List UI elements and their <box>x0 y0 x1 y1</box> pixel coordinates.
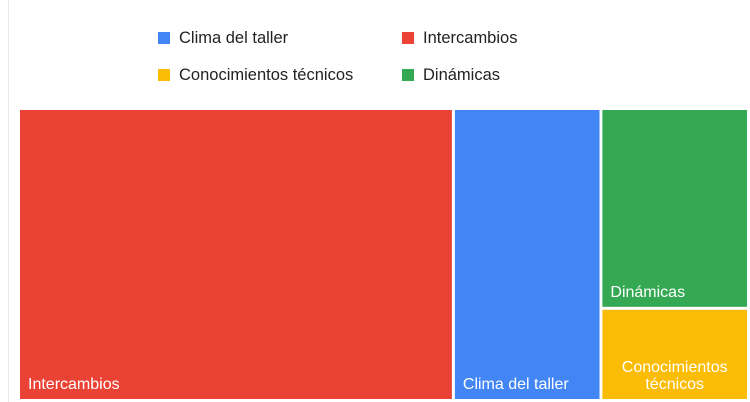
legend-label-conocimientos: Conocimientos técnicos <box>179 65 354 84</box>
legend-item-clima[interactable]: Clima del taller <box>158 27 288 49</box>
treemap-label-clima-del-taller: Clima del taller <box>463 376 569 393</box>
treemap-tile-conocimientos-tecnicos[interactable] <box>602 309 747 399</box>
legend-swatch-dinamicas <box>402 69 414 81</box>
chart-left-border <box>8 0 9 402</box>
legend-swatch-clima <box>158 32 170 44</box>
treemap-label-dinamicas: Dinámicas <box>610 284 685 301</box>
legend-label-intercambios: Intercambios <box>423 28 518 47</box>
treemap-label-intercambios: Intercambios <box>28 376 120 393</box>
legend-item-conocimientos[interactable]: Conocimientos técnicos <box>158 64 353 86</box>
treemap-tile-clima-del-taller[interactable] <box>454 110 600 399</box>
legend-label-dinamicas: Dinámicas <box>423 65 501 84</box>
treemap-label-conocimientos-tecnicos: Conocimientos técnicos <box>622 359 728 393</box>
legend-item-intercambios[interactable]: Intercambios <box>402 27 517 49</box>
treemap-tile-intercambios[interactable] <box>20 110 452 399</box>
legend-swatch-conocimientos <box>158 69 170 81</box>
legend-label-clima: Clima del taller <box>179 28 289 47</box>
legend-item-dinamicas[interactable]: Dinámicas <box>402 64 500 86</box>
legend: Clima del taller Intercambios Conocimien… <box>0 0 750 100</box>
legend-swatch-intercambios <box>402 32 414 44</box>
treemap-tile-dinamicas[interactable] <box>602 110 747 307</box>
